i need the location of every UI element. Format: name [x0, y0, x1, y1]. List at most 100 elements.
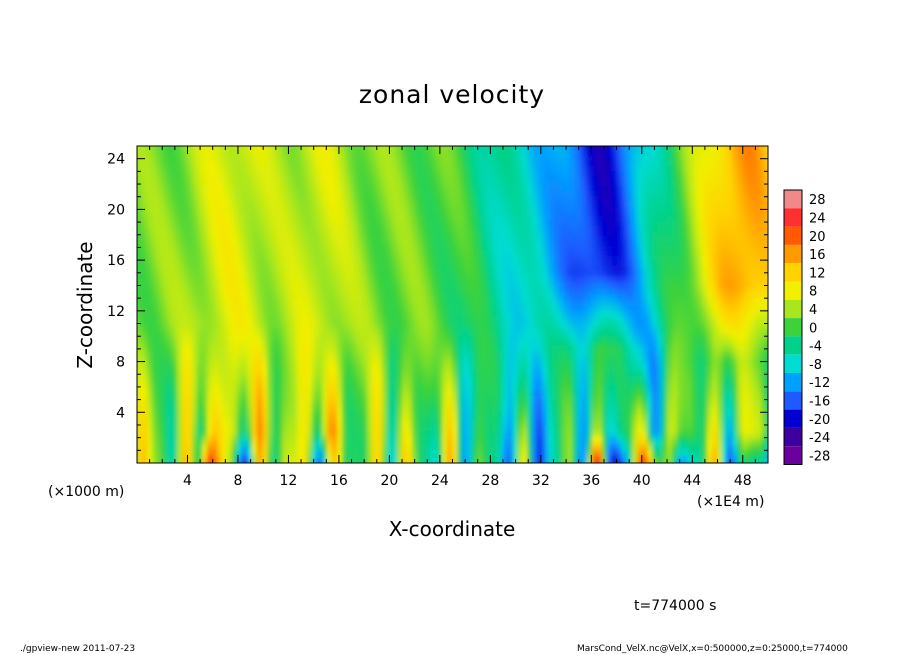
heatmap-cell	[257, 221, 263, 227]
heatmap-cell	[437, 221, 443, 227]
heatmap-cell	[172, 216, 178, 222]
heatmap-cell	[417, 401, 423, 407]
heatmap-cell	[487, 261, 493, 267]
heatmap-cell	[242, 456, 248, 462]
heatmap-cell	[507, 196, 513, 202]
heatmap-cell	[382, 331, 388, 337]
heatmap-cell	[267, 416, 273, 422]
heatmap-cell	[427, 166, 433, 172]
heatmap-cell	[427, 266, 433, 272]
heatmap-cell	[222, 221, 228, 227]
heatmap-cell	[272, 396, 278, 402]
heatmap-cell	[217, 146, 223, 152]
heatmap-cell	[302, 436, 308, 442]
heatmap-cell	[497, 341, 503, 347]
heatmap-cell	[177, 426, 183, 432]
heatmap-cell	[327, 226, 333, 232]
heatmap-cell	[257, 191, 263, 197]
heatmap-cell	[142, 441, 148, 447]
heatmap-cell	[287, 366, 293, 372]
heatmap-cell	[282, 186, 288, 192]
heatmap-cell	[322, 381, 328, 387]
heatmap-cell	[292, 371, 298, 377]
heatmap-cell	[457, 431, 463, 437]
heatmap-cell	[317, 401, 323, 407]
heatmap-cell	[422, 151, 428, 157]
heatmap-cell	[402, 186, 408, 192]
heatmap-cell	[412, 281, 418, 287]
heatmap-cell	[382, 181, 388, 187]
heatmap-cell	[172, 381, 178, 387]
heatmap-cell	[222, 266, 228, 272]
heatmap-cell	[457, 236, 463, 242]
heatmap-cell	[142, 466, 148, 472]
heatmap-cell	[162, 246, 168, 252]
heatmap-cell	[337, 171, 343, 177]
heatmap-cell	[282, 166, 288, 172]
heatmap-cell	[222, 341, 228, 347]
heatmap-cell	[397, 366, 403, 372]
heatmap-cell	[447, 291, 453, 297]
heatmap-cell	[242, 451, 248, 457]
heatmap-cell	[147, 276, 153, 282]
heatmap-cell	[337, 361, 343, 367]
heatmap-cell	[292, 326, 298, 332]
heatmap-cell	[162, 306, 168, 312]
heatmap-cell	[417, 171, 423, 177]
heatmap-cell	[317, 266, 323, 272]
heatmap-cell	[412, 451, 418, 457]
heatmap-cell	[332, 196, 338, 202]
heatmap-cell	[267, 316, 273, 322]
heatmap-cell	[257, 396, 263, 402]
heatmap-cell	[362, 191, 368, 197]
heatmap-cell	[267, 366, 273, 372]
heatmap-cell	[442, 321, 448, 327]
heatmap-cell	[292, 241, 298, 247]
heatmap-cell	[392, 421, 398, 427]
heatmap-cell	[407, 321, 413, 327]
heatmap-cell	[182, 166, 188, 172]
heatmap-cell	[277, 341, 283, 347]
heatmap-cell	[377, 216, 383, 222]
heatmap-cell	[247, 451, 253, 457]
heatmap-cell	[462, 231, 468, 237]
heatmap-cell	[392, 281, 398, 287]
heatmap-cell	[332, 386, 338, 392]
heatmap-cell	[332, 421, 338, 427]
heatmap-cell	[147, 446, 153, 452]
heatmap-cell	[497, 351, 503, 357]
heatmap-cell	[447, 461, 453, 463]
heatmap-cell	[342, 371, 348, 377]
heatmap-cell	[397, 311, 403, 317]
heatmap-cell	[317, 366, 323, 372]
heatmap-cell	[147, 301, 153, 307]
heatmap-cell	[227, 281, 233, 287]
heatmap-cell	[157, 421, 163, 427]
heatmap-cell	[382, 436, 388, 442]
heatmap-cell	[502, 271, 508, 277]
heatmap-cell	[137, 426, 143, 432]
heatmap-cell	[372, 246, 378, 252]
heatmap-cell	[227, 381, 233, 387]
heatmap-cell	[212, 316, 218, 322]
heatmap-cell	[397, 426, 403, 432]
heatmap-cell	[322, 196, 328, 202]
heatmap-cell	[207, 456, 213, 462]
heatmap-cell	[407, 251, 413, 257]
heatmap-cell	[212, 451, 218, 457]
heatmap-cell	[297, 226, 303, 232]
heatmap-cell	[157, 191, 163, 197]
heatmap-cell	[372, 381, 378, 387]
heatmap-cell	[322, 296, 328, 302]
heatmap-cell	[397, 206, 403, 212]
heatmap-cell	[152, 276, 158, 282]
heatmap-cell	[212, 351, 218, 357]
heatmap-cell	[257, 241, 263, 247]
heatmap-cell	[307, 186, 313, 192]
heatmap-cell	[147, 346, 153, 352]
heatmap-cell	[387, 191, 393, 197]
heatmap-cell	[497, 246, 503, 252]
heatmap-cell	[452, 441, 458, 447]
heatmap-cell	[342, 401, 348, 407]
heatmap-cell	[187, 361, 193, 367]
